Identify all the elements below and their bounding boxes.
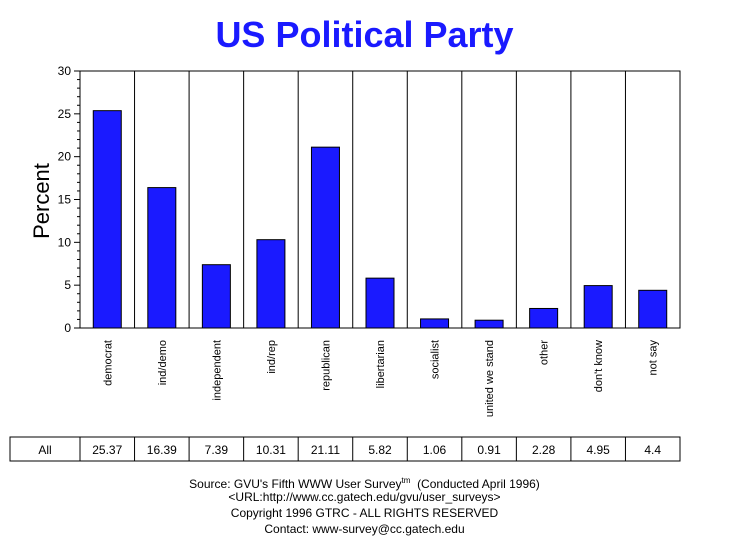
- bar: [638, 289, 668, 329]
- table-value: 1.06: [423, 443, 447, 457]
- x-tick-label: not say: [648, 340, 660, 376]
- bar: [201, 264, 231, 329]
- table-value: 4.95: [587, 443, 611, 457]
- footer-source: Source: GVU's Fifth WWW User Surveytm (C…: [0, 476, 729, 491]
- bar-chart: 0 5 10 15 20 25 30 democrat ind/demo independent…: [9, 64, 681, 462]
- y-tick-label: 0: [64, 321, 71, 335]
- bar: [310, 146, 340, 329]
- x-tick-label: ind/demo: [157, 340, 169, 385]
- table-value: 21.11: [311, 443, 340, 457]
- table-value: 0.91: [477, 443, 501, 457]
- footer-source-text: Source: GVU's Fifth WWW User Survey: [189, 477, 402, 491]
- x-tick-label: united we stand: [484, 340, 496, 417]
- bars-group: [92, 110, 668, 329]
- bar: [256, 239, 286, 329]
- table-value: 10.31: [256, 443, 286, 457]
- table-border: [9, 436, 681, 462]
- bar: [147, 187, 177, 329]
- footer-source-tail: (Conducted April 1996): [417, 477, 540, 491]
- x-tick-label: independent: [211, 340, 223, 401]
- footer-url: <URL:http://www.cc.gatech.edu/gvu/user_s…: [228, 490, 501, 504]
- data-table: All 25.37 16.39 7.39 10.31 21.11 5.82 1.06 0.91 2…: [9, 436, 681, 462]
- bar: [583, 285, 613, 329]
- bar: [92, 110, 122, 329]
- table-row-label: All: [38, 443, 51, 457]
- footer-source-sup: tm: [401, 476, 411, 485]
- y-tick-label: 5: [64, 278, 71, 292]
- x-tick-label: other: [539, 340, 551, 365]
- x-tick-label: ind/rep: [266, 340, 278, 374]
- y-tick-label: 15: [58, 193, 72, 207]
- table-value: 7.39: [205, 443, 229, 457]
- x-tick-label: don't know: [593, 340, 605, 392]
- table-value: 16.39: [147, 443, 177, 457]
- bar: [474, 319, 504, 329]
- bar: [529, 307, 559, 329]
- table-value: 25.37: [92, 443, 122, 457]
- table-value: 5.82: [368, 443, 392, 457]
- chart-title: US Political Party: [215, 14, 514, 55]
- x-tick-label: socialist: [430, 340, 442, 379]
- x-axis-labels: democrat ind/demo independent ind/rep republ…: [102, 340, 659, 418]
- x-tick-label: democrat: [102, 340, 114, 386]
- y-axis: 0 5 10 15 20 25 30: [58, 64, 681, 335]
- bar: [365, 277, 395, 329]
- bar: [420, 318, 450, 329]
- y-tick-label: 30: [58, 64, 72, 78]
- x-tick-label: republican: [320, 340, 332, 391]
- table-value: 4.4: [644, 443, 661, 457]
- y-tick-label: 25: [58, 107, 72, 121]
- footer-copyright: Copyright 1996 GTRC - ALL RIGHTS RESERVE…: [230, 506, 499, 520]
- x-tick-label: libertarian: [375, 340, 387, 388]
- footer-contact: Contact: www-survey@cc.gatech.edu: [264, 522, 465, 536]
- table-value: 2.28: [532, 443, 556, 457]
- y-tick-label: 10: [58, 235, 72, 249]
- y-tick-label: 20: [58, 150, 72, 164]
